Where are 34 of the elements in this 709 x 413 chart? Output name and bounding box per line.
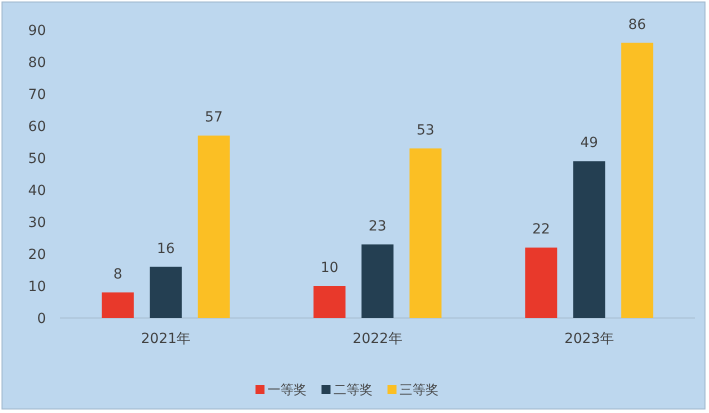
bar <box>150 266 182 318</box>
data-label: 16 <box>156 240 175 257</box>
y-tick-label: 80 <box>28 55 46 71</box>
data-label: 86 <box>628 16 646 33</box>
bar <box>314 286 346 318</box>
y-tick-label: 0 <box>37 311 46 327</box>
data-label: 10 <box>320 260 338 276</box>
y-tick-label: 50 <box>28 151 46 167</box>
data-label: 57 <box>204 110 223 126</box>
x-tick-label: 2023年 <box>564 331 614 347</box>
bar <box>621 42 654 318</box>
data-label: 49 <box>580 135 598 152</box>
data-label: 53 <box>416 122 434 138</box>
bar <box>410 148 442 318</box>
y-tick-label: 20 <box>28 247 46 263</box>
bar <box>525 248 558 318</box>
y-tick-label: 70 <box>28 87 46 103</box>
legend-label: 三等奖 <box>400 383 438 398</box>
bar <box>573 161 606 318</box>
y-tick-label: 60 <box>28 119 46 135</box>
data-label: 22 <box>532 222 550 238</box>
data-label: 8 <box>113 266 122 282</box>
legend-label: 一等奖 <box>268 383 306 398</box>
x-tick-label: 2021年 <box>141 331 191 347</box>
y-tick-label: 90 <box>28 23 46 39</box>
bar <box>362 244 394 318</box>
y-tick-label: 40 <box>28 183 46 199</box>
x-tick-label: 2022年 <box>352 331 402 347</box>
data-label: 23 <box>368 218 386 234</box>
legend-label: 二等奖 <box>334 383 372 398</box>
y-tick-label: 30 <box>28 215 46 231</box>
bar <box>102 292 134 318</box>
bar <box>198 136 230 318</box>
y-tick-label: 10 <box>28 279 46 295</box>
